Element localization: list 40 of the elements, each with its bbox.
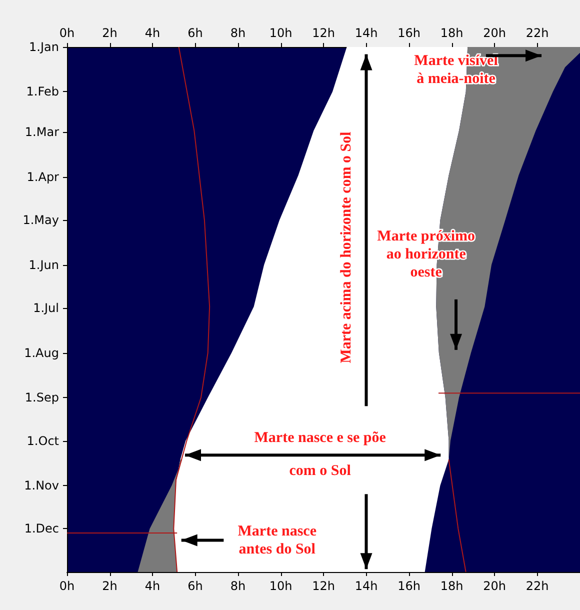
y-tick-label: 1.Feb bbox=[26, 84, 59, 99]
x-tick-label: 12h bbox=[312, 579, 335, 593]
x-tick-label: 4h bbox=[144, 579, 160, 593]
x2-tick-label: 4h bbox=[144, 26, 160, 40]
x-tick-label: 16h bbox=[398, 579, 420, 593]
annotation: Marte nasce e se põe bbox=[254, 430, 386, 446]
y-tick-label: 1.Oct bbox=[26, 434, 60, 448]
y-tick-label: 1.May bbox=[22, 213, 59, 228]
x2-tick-label: 14h bbox=[354, 26, 378, 40]
annotation: Marte nasce antes do Sol bbox=[238, 523, 317, 558]
x-tick-label: 6h bbox=[188, 579, 203, 593]
x2-tick-label: 18h bbox=[440, 26, 464, 40]
x2-tick-label: 22h bbox=[526, 26, 549, 40]
x-tick-label: 18h bbox=[440, 579, 464, 593]
y-tick-label: 1.Sep bbox=[24, 390, 59, 404]
x2-tick-label: 6h bbox=[188, 26, 203, 40]
y-tick-label: 1.Jun bbox=[28, 258, 59, 272]
x-tick-label: 0h bbox=[59, 579, 75, 593]
y-tick-label: 1.Jul bbox=[33, 301, 59, 316]
annotation: Marte acima do horizonte com o Sol bbox=[338, 132, 355, 364]
x-tick-label: 10h bbox=[269, 579, 292, 593]
y-tick-label: 1.Dec bbox=[24, 522, 59, 536]
x-tick-label: 2h bbox=[102, 579, 118, 593]
x2-tick-label: 12h bbox=[312, 26, 335, 40]
annotation: com o Sol bbox=[289, 463, 351, 480]
x2-tick-label: 0h bbox=[59, 26, 75, 40]
y-tick-label: 1.Apr bbox=[26, 170, 60, 184]
y-tick-label: 1.Mar bbox=[24, 125, 60, 140]
y-tick-label: 1.Aug bbox=[24, 346, 59, 360]
x2-tick-label: 8h bbox=[230, 26, 246, 40]
x2-tick-label: 2h bbox=[102, 26, 118, 40]
x2-tick-label: 20h bbox=[483, 26, 506, 40]
x-tick-label: 20h bbox=[483, 579, 506, 593]
x2-tick-label: 10h bbox=[269, 26, 292, 40]
x-tick-label: 14h bbox=[354, 579, 378, 593]
x-tick-label: 8h bbox=[230, 579, 246, 593]
x-tick-label: 22h bbox=[526, 579, 549, 593]
x2-tick-label: 16h bbox=[398, 26, 420, 40]
y-tick-label: 1.Nov bbox=[24, 478, 59, 492]
y-tick-label: 1.Jan bbox=[29, 40, 59, 54]
